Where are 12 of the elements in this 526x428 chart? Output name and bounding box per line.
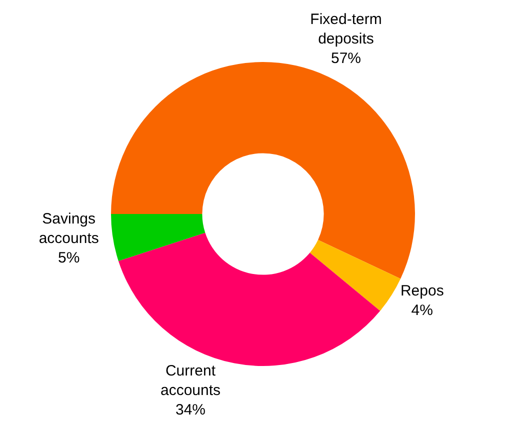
donut-slice [111,214,206,261]
slice-label: Savings accounts [38,210,99,247]
slice-label: Fixed-term deposits [310,10,382,48]
slice-label: Repos [400,282,444,300]
donut-slice [111,62,415,279]
data-label: 57% [330,50,362,67]
data-label: 4% [411,302,433,319]
donut-slice [118,232,380,366]
slice-label: Current accounts [160,362,221,399]
data-label: 34% [175,401,206,418]
donut-slice [310,240,401,311]
data-label: 5% [58,249,80,266]
